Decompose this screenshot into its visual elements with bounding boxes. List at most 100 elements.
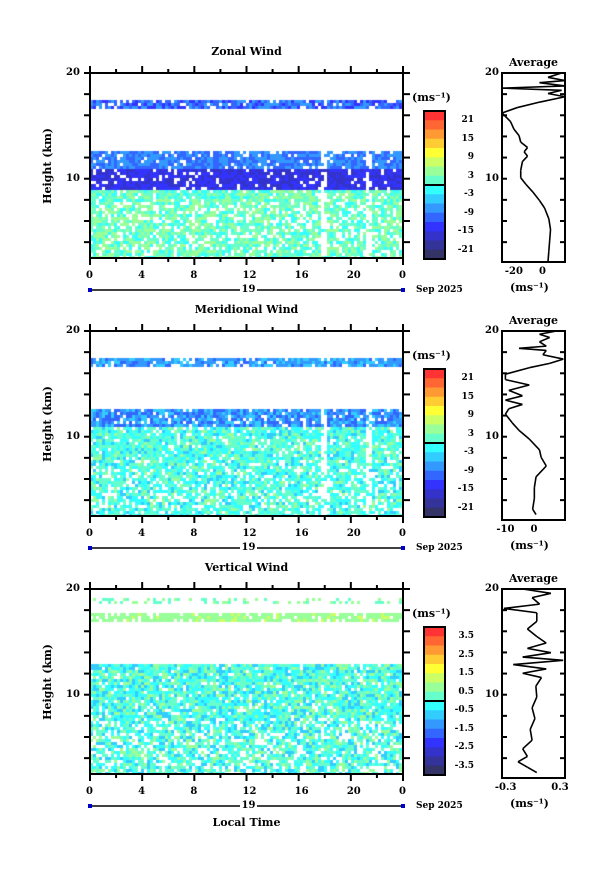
profile-line-segment [519,161,524,171]
profile-line-segment [543,207,550,220]
colorbar-segment [424,645,445,656]
colorbar-label: -15 [457,484,474,495]
profile-x-tick-label: -10 [496,524,515,535]
colorbar-segment [424,443,445,453]
x-tick-label: 12 [242,786,257,797]
x-tick-label: 0 [86,270,93,281]
colorbar-label: 9 [467,152,474,163]
profile-line-segment [511,422,520,431]
profile-line-segment [526,628,538,638]
y-tick-label: 10 [66,431,80,442]
profile-line-segment [522,656,564,662]
profile-line-segment [508,389,523,397]
profile-line-segment [531,508,537,516]
colorbar-segment [424,166,445,177]
y-tick-label: 20 [66,325,80,336]
profile-line-segment [508,384,530,392]
colorbar-label: 15 [461,133,474,144]
colorbar-segment [424,719,445,730]
x-tick-label: 4 [138,528,146,539]
profile-line-segment [504,408,510,415]
panel-title: Zonal Wind [211,45,282,58]
profile-line-segment [532,191,541,201]
y-tick-label: 10 [66,173,80,184]
profile-line-segment [517,761,528,768]
profile-title: Average [508,56,559,69]
profile-line-segment [523,147,529,153]
colorbar-segment [424,138,445,149]
profile-line-segment [539,79,566,84]
profile-x-tick-label: 0 [530,524,538,535]
colorbar-label: -21 [457,502,474,513]
date-label: 19 [239,542,258,554]
x-tick-label: 4 [138,270,146,281]
colorbar-label: 21 [461,373,474,384]
profile-x-label: (ms⁻¹) [510,797,549,810]
colorbar-segment [424,231,445,241]
colorbar-segment [424,627,445,637]
colorbar-segment [424,654,445,665]
profile-line-segment [504,413,513,424]
profile-line-segment [531,696,538,709]
profile-line-segment [518,135,522,143]
y-tick-label: 20 [66,583,80,594]
profile-line-segment [528,438,541,451]
colorbar-segment [424,175,445,186]
profile-line-segment [501,106,518,114]
x-tick-label: 12 [242,528,257,539]
profile-line-segment [536,635,547,644]
date-marker [401,804,405,808]
profile-line-segment [517,101,540,109]
panel-title: Vertical Wind [204,561,289,574]
x-tick-label: 20 [346,528,361,539]
profile-y-tick-label: 10 [485,431,499,442]
colorbar-segment [424,701,445,711]
profile-line-segment [522,651,552,658]
profile-line-segment [521,155,529,163]
profile-frame [501,330,566,521]
x-tick-label: 0 [399,270,406,281]
colorbar-segment [424,738,445,748]
profile-line-segment [531,498,536,510]
colorbar-segment [424,396,445,407]
colorbar-segment [424,747,445,757]
colorbar-segment [424,129,445,140]
profile-line-segment [508,403,523,410]
colorbar-unit: (ms⁻¹) [412,349,451,362]
colorbar-segment [424,710,445,720]
axes [84,66,566,292]
profile-line-segment [505,378,530,386]
profile-y-tick-label: 10 [485,173,499,184]
x-tick-label: 8 [190,786,198,797]
profile-y-tick-label: 20 [485,325,499,336]
profile-title: Average [508,314,559,327]
colorbar-segment [424,636,445,646]
plot-frame [89,330,404,517]
date-marker [401,288,405,292]
profile-line-segment [547,72,562,79]
profile-line-segment [509,121,515,130]
profile-line-segment [503,607,537,614]
heatmap [90,331,403,516]
profile-line-segment [548,218,552,230]
profile-line-segment [520,141,529,149]
colorbar-segment [424,406,445,416]
colorbar-segment [424,691,445,702]
colorbar-segment [424,240,445,251]
colorbar-segment [424,498,445,509]
profile-line-segment [513,663,547,670]
profile-line-segment [535,686,538,698]
month-label: Sep 2025 [416,285,463,295]
date-label: 19 [239,800,258,812]
profile-line-segment [529,362,550,369]
profile-line-segment [549,358,564,365]
axes [84,324,566,550]
x-tick-label: 4 [138,786,146,797]
profile-y-tick-label: 20 [485,583,499,594]
profile-line-segment [505,395,523,401]
colorbar-segment [424,507,445,518]
profile-line-segment [518,345,547,350]
profile-y-tick-label: 20 [485,67,499,78]
profile-line-segment [547,251,550,263]
